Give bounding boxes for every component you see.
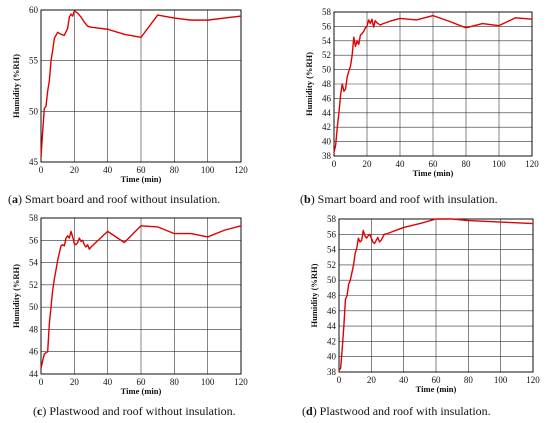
- chart-d-ytick-label: 40: [327, 352, 337, 362]
- chart-c-xtick-label: 0: [39, 377, 44, 387]
- chart-a-xtick-label: 40: [103, 165, 113, 175]
- chart-c-ytick-label: 44: [29, 369, 39, 379]
- chart-b-humidity-series-line: [333, 14, 533, 154]
- chart-b-xtick-label: 20: [363, 159, 373, 169]
- chart-d-ytick-label: 54: [327, 245, 337, 255]
- chart-d-x-axis-label: Time (min): [416, 384, 457, 394]
- chart-c-ytick-label: 54: [29, 258, 39, 268]
- chart-d-ytick-label: 42: [327, 336, 336, 346]
- chart-d-xtick-label: 60: [432, 375, 442, 385]
- chart-a-xtick-label: 20: [70, 165, 80, 175]
- chart-b-ytick-label: 48: [322, 79, 332, 89]
- chart-b-ytick-label: 38: [322, 151, 332, 161]
- chart-b-xtick-label: 120: [525, 159, 539, 169]
- chart-c-ytick-label: 50: [29, 302, 39, 312]
- chart-b-ytick-label: 54: [322, 36, 332, 46]
- chart-c-xtick-label: 20: [70, 377, 80, 387]
- chart-d-y-axis-label: Humidity (%RH): [309, 263, 319, 327]
- chart-b-ytick-label: 58: [322, 7, 332, 17]
- chart-c-xtick-label: 120: [234, 377, 248, 387]
- chart-d-ytick-label: 46: [327, 306, 337, 316]
- chart-a-xtick-label: 0: [39, 165, 44, 175]
- chart-d-xtick-label: 100: [494, 375, 508, 385]
- chart-c-ytick-label: 56: [29, 235, 39, 245]
- chart-a-x-axis-label: Time (min): [121, 174, 162, 184]
- chart-c-y-axis-label: Humidity (%RH): [11, 264, 21, 328]
- chart-a-ytick-label: 45: [29, 157, 39, 167]
- chart-c-plot-frame: [40, 217, 242, 375]
- chart-b-xtick-label: 0: [332, 159, 337, 169]
- chart-b-xtick-label: 80: [462, 159, 472, 169]
- chart-c-humidity-series-line: [40, 225, 242, 370]
- chart-d-ytick-label: 56: [327, 229, 337, 239]
- chart-b-xtick-label: 60: [429, 159, 439, 169]
- chart-c-xtick-label: 100: [201, 377, 215, 387]
- chart-b-xtick-label: 40: [396, 159, 406, 169]
- chart-d-caption: (d) Plastwood and roof with insulation.: [302, 404, 491, 418]
- chart-b: 0 20 40 60 80 100 120 38 40 42 44 46 48 50 52 54 56 58 Tim…: [300, 7, 539, 206]
- chart-a-xtick-label: 100: [201, 165, 215, 175]
- chart-b-ytick-label: 52: [322, 50, 331, 60]
- chart-a-y-axis-label: Humidity (%RH): [11, 54, 21, 118]
- chart-d-ytick-label: 44: [327, 321, 337, 331]
- chart-b-xtick-label: 100: [492, 159, 506, 169]
- chart-c-ytick-label: 46: [29, 347, 39, 357]
- chart-a-humidity-series-line: [40, 10, 242, 158]
- chart-c-xtick-label: 40: [103, 377, 113, 387]
- chart-b-y-axis-label: Humidity (%RH): [304, 52, 314, 116]
- chart-d: 0 20 40 60 80 100 120 38 40 42 44 46 48 50 52 54 56 58 Tim…: [302, 214, 540, 418]
- chart-d-ytick-label: 48: [327, 291, 337, 301]
- chart-c-ytick-label: 52: [29, 280, 38, 290]
- chart-b-ytick-label: 40: [322, 137, 332, 147]
- chart-a-plot-frame: [40, 9, 242, 163]
- chart-d-xtick-label: 0: [337, 375, 342, 385]
- chart-b-caption: (b) Smart board and roof with insulation…: [300, 192, 498, 206]
- chart-a-ytick-label: 55: [29, 56, 39, 66]
- chart-d-xtick-label: 20: [367, 375, 377, 385]
- chart-c-x-axis-label: Time (min): [121, 386, 162, 396]
- chart-d-xtick-label: 120: [526, 375, 540, 385]
- chart-d-ytick-label: 52: [327, 260, 336, 270]
- chart-a-xtick-label: 120: [234, 165, 248, 175]
- chart-d-ytick-label: 50: [327, 275, 337, 285]
- chart-d-xtick-label: 40: [399, 375, 409, 385]
- chart-c-ytick-label: 58: [29, 213, 39, 223]
- chart-c: 0 20 40 60 80 100 120 44 46 48 50 52 54 56 58 Time (min…: [11, 213, 248, 418]
- chart-b-ytick-label: 42: [322, 122, 331, 132]
- chart-d-xtick-label: 80: [464, 375, 474, 385]
- chart-a-caption: (a) Smart board and roof without insulat…: [8, 192, 220, 206]
- chart-c-caption: (c) Plastwood and roof without insulatio…: [33, 404, 236, 418]
- chart-d-humidity-series-line: [338, 218, 534, 372]
- chart-d-ytick-label: 38: [327, 367, 337, 377]
- chart-c-xtick-label: 60: [137, 377, 147, 387]
- chart-b-ytick-label: 50: [322, 65, 332, 75]
- chart-d-ytick-label: 58: [327, 214, 337, 224]
- chart-a-xtick-label: 80: [170, 165, 180, 175]
- chart-b-x-axis-label: Time (min): [413, 168, 454, 178]
- chart-c-xtick-label: 80: [170, 377, 180, 387]
- chart-c-ytick-label: 48: [29, 324, 39, 334]
- chart-b-ytick-label: 56: [322, 21, 332, 31]
- chart-a-ytick-label: 60: [29, 5, 39, 15]
- chart-b-ytick-label: 44: [322, 108, 332, 118]
- chart-b-plot-frame: [333, 11, 533, 157]
- chart-a-ytick-label: 50: [29, 106, 39, 116]
- chart-b-ytick-label: 46: [322, 93, 332, 103]
- chart-a-xtick-label: 60: [137, 165, 147, 175]
